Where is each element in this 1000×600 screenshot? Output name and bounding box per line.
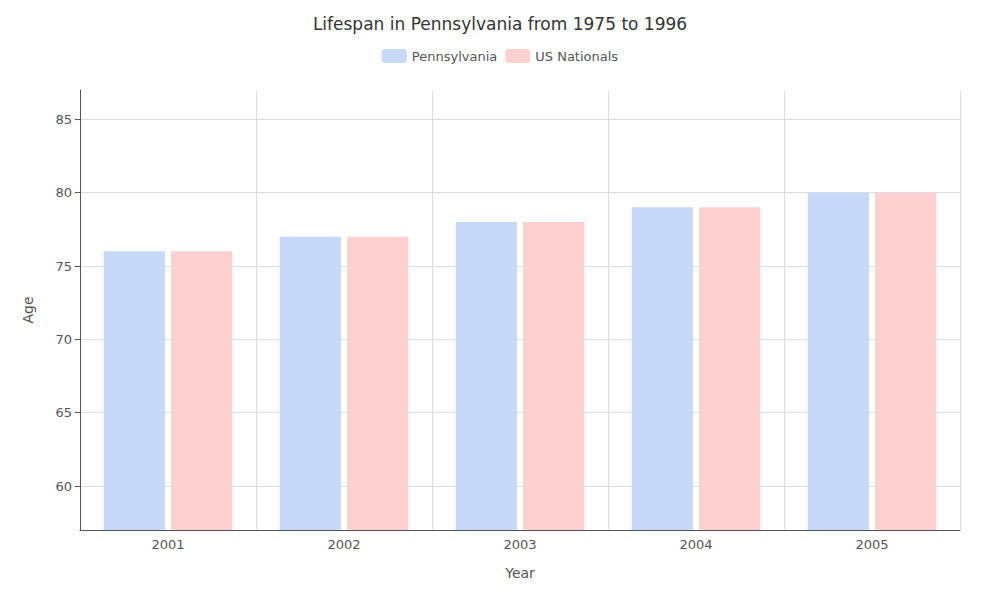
svg-text:2001: 2001 (151, 537, 184, 552)
svg-text:2004: 2004 (679, 537, 712, 552)
svg-text:Pennsylvania: Pennsylvania (412, 49, 497, 64)
svg-text:Year: Year (504, 565, 535, 581)
svg-text:US Nationals: US Nationals (535, 49, 618, 64)
svg-text:2003: 2003 (503, 537, 536, 552)
svg-text:85: 85 (55, 112, 72, 127)
svg-text:2005: 2005 (855, 537, 888, 552)
svg-text:65: 65 (55, 405, 72, 420)
svg-text:60: 60 (55, 479, 72, 494)
svg-text:75: 75 (55, 259, 72, 274)
svg-text:2002: 2002 (327, 537, 360, 552)
svg-text:70: 70 (55, 332, 72, 347)
svg-text:80: 80 (55, 185, 72, 200)
svg-text:Lifespan in Pennsylvania from: Lifespan in Pennsylvania from 1975 to 19… (313, 14, 687, 34)
svg-text:Age: Age (20, 296, 36, 323)
